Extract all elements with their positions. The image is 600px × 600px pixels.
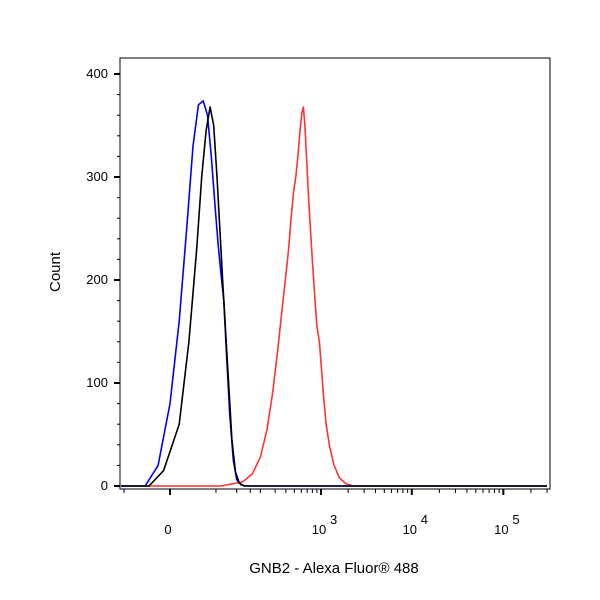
- series-line-1: [121, 106, 547, 487]
- x-tick-exponent: 3: [330, 512, 337, 527]
- series-layer: [121, 100, 547, 487]
- y-tick-label: 200: [86, 272, 108, 287]
- y-tick-label: 300: [86, 169, 108, 184]
- plot-frame: [119, 57, 551, 490]
- x-tick-label: 10: [494, 522, 508, 537]
- y-tick-label: 400: [86, 66, 108, 81]
- series-line-3: [121, 106, 547, 487]
- x-tick-label: 10: [312, 522, 326, 537]
- series-line-2: [121, 100, 547, 487]
- x-tick-label: 0: [164, 522, 171, 537]
- y-axis-title: Count: [47, 251, 64, 292]
- y-axis: 0 100 200 300 400: [86, 66, 120, 493]
- x-axis-title: GNB2 - Alexa Fluor® 488: [249, 560, 418, 577]
- y-tick-label: 100: [86, 375, 108, 390]
- x-axis: 0 10 3 10 4 10 5: [123, 489, 548, 537]
- x-tick-label: 10: [403, 522, 417, 537]
- x-tick-exponent: 4: [421, 512, 428, 527]
- y-tick-label: 0: [101, 478, 108, 493]
- x-tick-exponent: 5: [512, 512, 519, 527]
